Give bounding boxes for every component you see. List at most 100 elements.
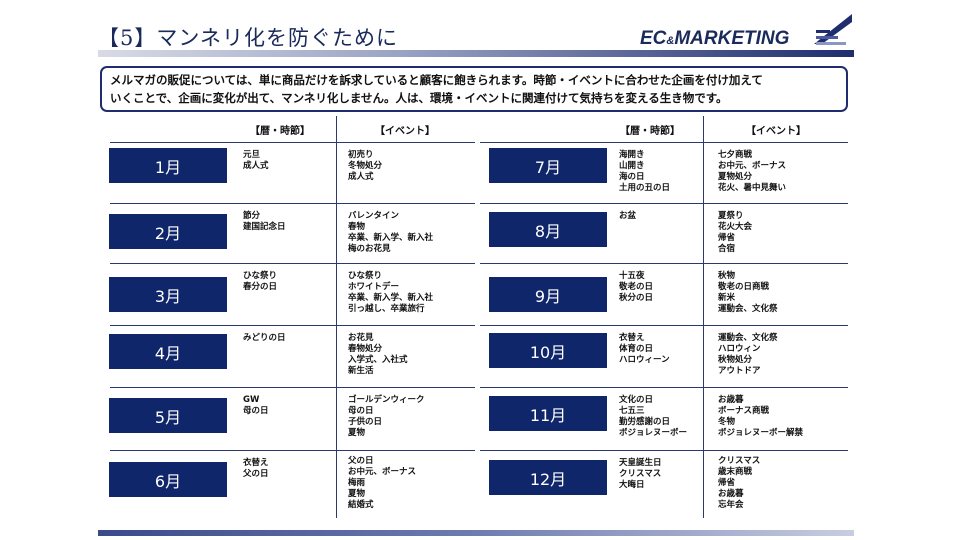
list-item: 夏祭り bbox=[718, 211, 744, 221]
event-list: 父の日 お中元、ボーナス 梅雨 夏物 結婚式 bbox=[348, 456, 416, 511]
calendar-list: 衣替え 父の日 bbox=[243, 458, 269, 480]
column-divider bbox=[336, 116, 337, 518]
list-item: 父の日 bbox=[243, 469, 269, 479]
list-item: 結婚式 bbox=[348, 500, 374, 510]
list-item: お歳暮 bbox=[718, 489, 744, 499]
calendar-list: ひな祭り 春分の日 bbox=[243, 271, 277, 293]
row-divider bbox=[110, 203, 475, 204]
list-item: 春物 bbox=[348, 222, 366, 232]
list-item: 帰省 bbox=[718, 233, 736, 243]
month-label: 12月 bbox=[489, 460, 607, 495]
event-list: ゴールデンウィーク 母の日 子供の日 夏物 bbox=[348, 395, 425, 439]
list-item: ホワイトデー bbox=[348, 282, 400, 292]
list-item: 七夕商戦 bbox=[718, 150, 753, 160]
month-label: 6月 bbox=[109, 462, 227, 497]
list-item: 成人式 bbox=[348, 172, 374, 182]
month-label: 9月 bbox=[489, 277, 607, 312]
list-item: ボジョレヌーボー解禁 bbox=[718, 428, 804, 438]
list-item: 敬老の日商戦 bbox=[718, 282, 770, 292]
list-item: お盆 bbox=[619, 211, 637, 221]
list-item: アウトドア bbox=[718, 366, 761, 376]
list-item: 秋分の日 bbox=[619, 293, 654, 303]
calendar-list: GW 母の日 bbox=[243, 395, 269, 417]
list-item: お花見 bbox=[348, 333, 374, 343]
brand-logo: EC&MARKETING bbox=[640, 28, 789, 50]
list-item: 大晦日 bbox=[619, 480, 645, 490]
list-item: 忘年会 bbox=[718, 500, 744, 510]
calendar-list: 元旦 成人式 bbox=[243, 150, 269, 172]
header-event-left: 【イベント】 bbox=[375, 126, 435, 137]
row-divider bbox=[110, 263, 475, 264]
list-item: 海開き bbox=[619, 150, 645, 160]
list-item: お中元、ボーナス bbox=[718, 161, 787, 171]
row-divider bbox=[480, 142, 848, 143]
list-item: 秋物 bbox=[718, 271, 736, 281]
row-divider bbox=[480, 203, 848, 204]
list-item: 冬物処分 bbox=[348, 161, 383, 171]
month-label: 3月 bbox=[109, 277, 227, 312]
event-list: 夏祭り 花火大会 帰省 合宿 bbox=[718, 211, 752, 255]
list-item: 夏物 bbox=[348, 428, 366, 438]
list-item: 新生活 bbox=[348, 366, 374, 376]
intro-box: メルマガの販促については、単に商品だけを訴求していると顧客に飽きられます。時節・… bbox=[100, 66, 848, 112]
logo-mark-icon bbox=[814, 14, 852, 45]
month-label: 10月 bbox=[489, 333, 607, 368]
row-divider bbox=[110, 387, 475, 388]
row-divider bbox=[480, 450, 848, 451]
list-item: クリスマス bbox=[718, 456, 761, 466]
logo-text-amp: & bbox=[666, 35, 675, 47]
calendar-list: お盆 bbox=[619, 211, 636, 222]
header-event-right: 【イベント】 bbox=[746, 126, 806, 137]
list-item: GW bbox=[243, 395, 260, 405]
event-list: 運動会、文化祭 ハロウィン 秋物処分 アウトドア bbox=[718, 333, 778, 377]
list-item: 勤労感謝の日 bbox=[619, 417, 671, 427]
header-calendar-left: 【暦・時節】 bbox=[250, 126, 310, 137]
list-item: 節分 bbox=[243, 211, 261, 221]
month-label: 7月 bbox=[489, 148, 607, 183]
intro-line: メルマガの販促については、単に商品だけを訴求していると顧客に飽きられます。時節・… bbox=[110, 73, 763, 87]
month-label: 2月 bbox=[109, 214, 227, 249]
list-item: 帰省 bbox=[718, 478, 736, 488]
event-list: 秋物 敬老の日商戦 新米 運動会、文化祭 bbox=[718, 271, 778, 315]
list-item: 運動会、文化祭 bbox=[718, 333, 778, 343]
month-label: 5月 bbox=[109, 398, 227, 433]
list-item: 七五三 bbox=[619, 406, 645, 416]
calendar-list: 十五夜 敬老の日 秋分の日 bbox=[619, 271, 653, 304]
row-divider bbox=[110, 450, 475, 451]
event-list: クリスマス 歳末商戦 帰省 お歳暮 忘年会 bbox=[718, 456, 760, 511]
list-item: 入学式、入社式 bbox=[348, 355, 408, 365]
list-item: バレンタイン bbox=[348, 211, 400, 221]
list-item: お歳暮 bbox=[718, 395, 744, 405]
list-item: お中元、ボーナス bbox=[348, 467, 417, 477]
calendar-list: 衣替え 体育の日 ハロウィーン bbox=[619, 333, 670, 366]
list-item: ボーナス商戦 bbox=[718, 406, 770, 416]
list-item: ゴールデンウィーク bbox=[348, 395, 425, 405]
list-item: 衣替え bbox=[619, 333, 645, 343]
list-item: 引っ越し、卒業旅行 bbox=[348, 304, 425, 314]
list-item: 文化の日 bbox=[619, 395, 654, 405]
row-divider bbox=[110, 142, 475, 143]
list-item: 新米 bbox=[718, 293, 736, 303]
row-divider bbox=[110, 325, 475, 326]
list-item: 子供の日 bbox=[348, 417, 383, 427]
header-divider bbox=[98, 50, 854, 57]
column-divider bbox=[703, 116, 704, 518]
list-item: 初売り bbox=[348, 150, 374, 160]
list-item: 母の日 bbox=[243, 406, 269, 416]
month-label: 1月 bbox=[109, 148, 227, 183]
list-item: 卒業、新入学、新入社 bbox=[348, 293, 434, 303]
row-divider bbox=[480, 387, 848, 388]
month-label: 11月 bbox=[489, 396, 607, 431]
calendar-list: 天皇誕生日 クリスマス 大晦日 bbox=[619, 458, 662, 491]
list-item: 父の日 bbox=[348, 456, 374, 466]
list-item: ハロウィン bbox=[718, 344, 761, 354]
list-item: 建国記念日 bbox=[243, 222, 286, 232]
list-item: ボジョレヌーボー bbox=[619, 428, 688, 438]
list-item: 元旦 bbox=[243, 150, 261, 160]
list-item: 春分の日 bbox=[243, 282, 278, 292]
list-item: 梅のお花見 bbox=[348, 244, 391, 254]
event-list: ひな祭り ホワイトデー 卒業、新入学、新入社 引っ越し、卒業旅行 bbox=[348, 271, 433, 315]
calendar-list: 海開き 山開き 海の日 土用の丑の日 bbox=[619, 150, 670, 194]
list-item: 合宿 bbox=[718, 244, 736, 254]
list-item: クリスマス bbox=[619, 469, 662, 479]
